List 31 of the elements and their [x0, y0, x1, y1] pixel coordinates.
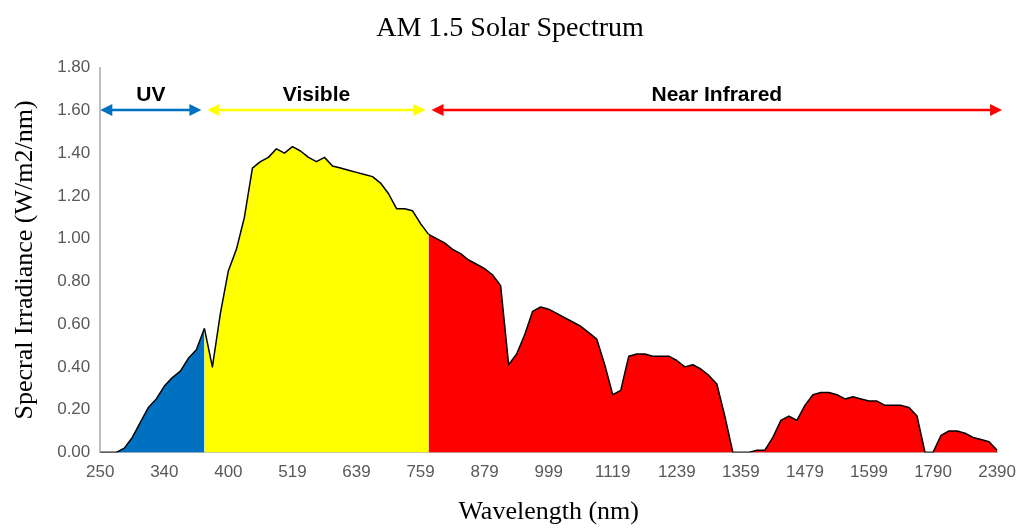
x-tick-label: 879	[470, 462, 499, 482]
x-tick-label: 1359	[721, 462, 760, 482]
y-tick-label: 0.40	[57, 356, 91, 376]
x-tick-label: 340	[150, 462, 179, 482]
y-tick-label: 0.00	[57, 442, 91, 462]
y-tick-label: 0.80	[57, 271, 91, 291]
annotation: UV	[136, 82, 166, 106]
x-tick-label: 1479	[786, 462, 824, 482]
x-tick-label: 999	[534, 462, 563, 482]
x-tick-label: 400	[214, 462, 243, 482]
y-tick-label: 1.40	[57, 142, 91, 162]
y-axis-title: Specral Irradiance (W/m2/nm)	[9, 100, 39, 420]
x-axis-title: Wavelength (nm)	[458, 496, 639, 526]
x-tick-label: 1119	[595, 462, 631, 482]
x-tick-label: 250	[86, 462, 115, 482]
annotation: Near Infrared	[651, 82, 783, 106]
x-tick-label: 1239	[657, 462, 696, 482]
x-tick-label: 759	[406, 462, 435, 482]
x-tick-label: 639	[342, 462, 371, 482]
x-tick-label: 2390	[978, 462, 1016, 482]
x-tick-label: 1790	[914, 462, 952, 482]
y-tick-label: 1.20	[57, 185, 91, 205]
y-tick-label: 0.60	[57, 313, 91, 333]
y-tick-label: 1.80	[57, 57, 91, 77]
y-tick-label: 0.20	[57, 399, 91, 419]
annotation: Visible	[282, 82, 351, 106]
chart-title: AM 1.5 Solar Spectrum	[376, 11, 644, 43]
y-tick-label: 1.00	[57, 228, 91, 248]
x-tick-label: 519	[278, 462, 307, 482]
x-tick-label: 1599	[850, 462, 888, 482]
y-tick-label: 1.60	[57, 100, 91, 120]
